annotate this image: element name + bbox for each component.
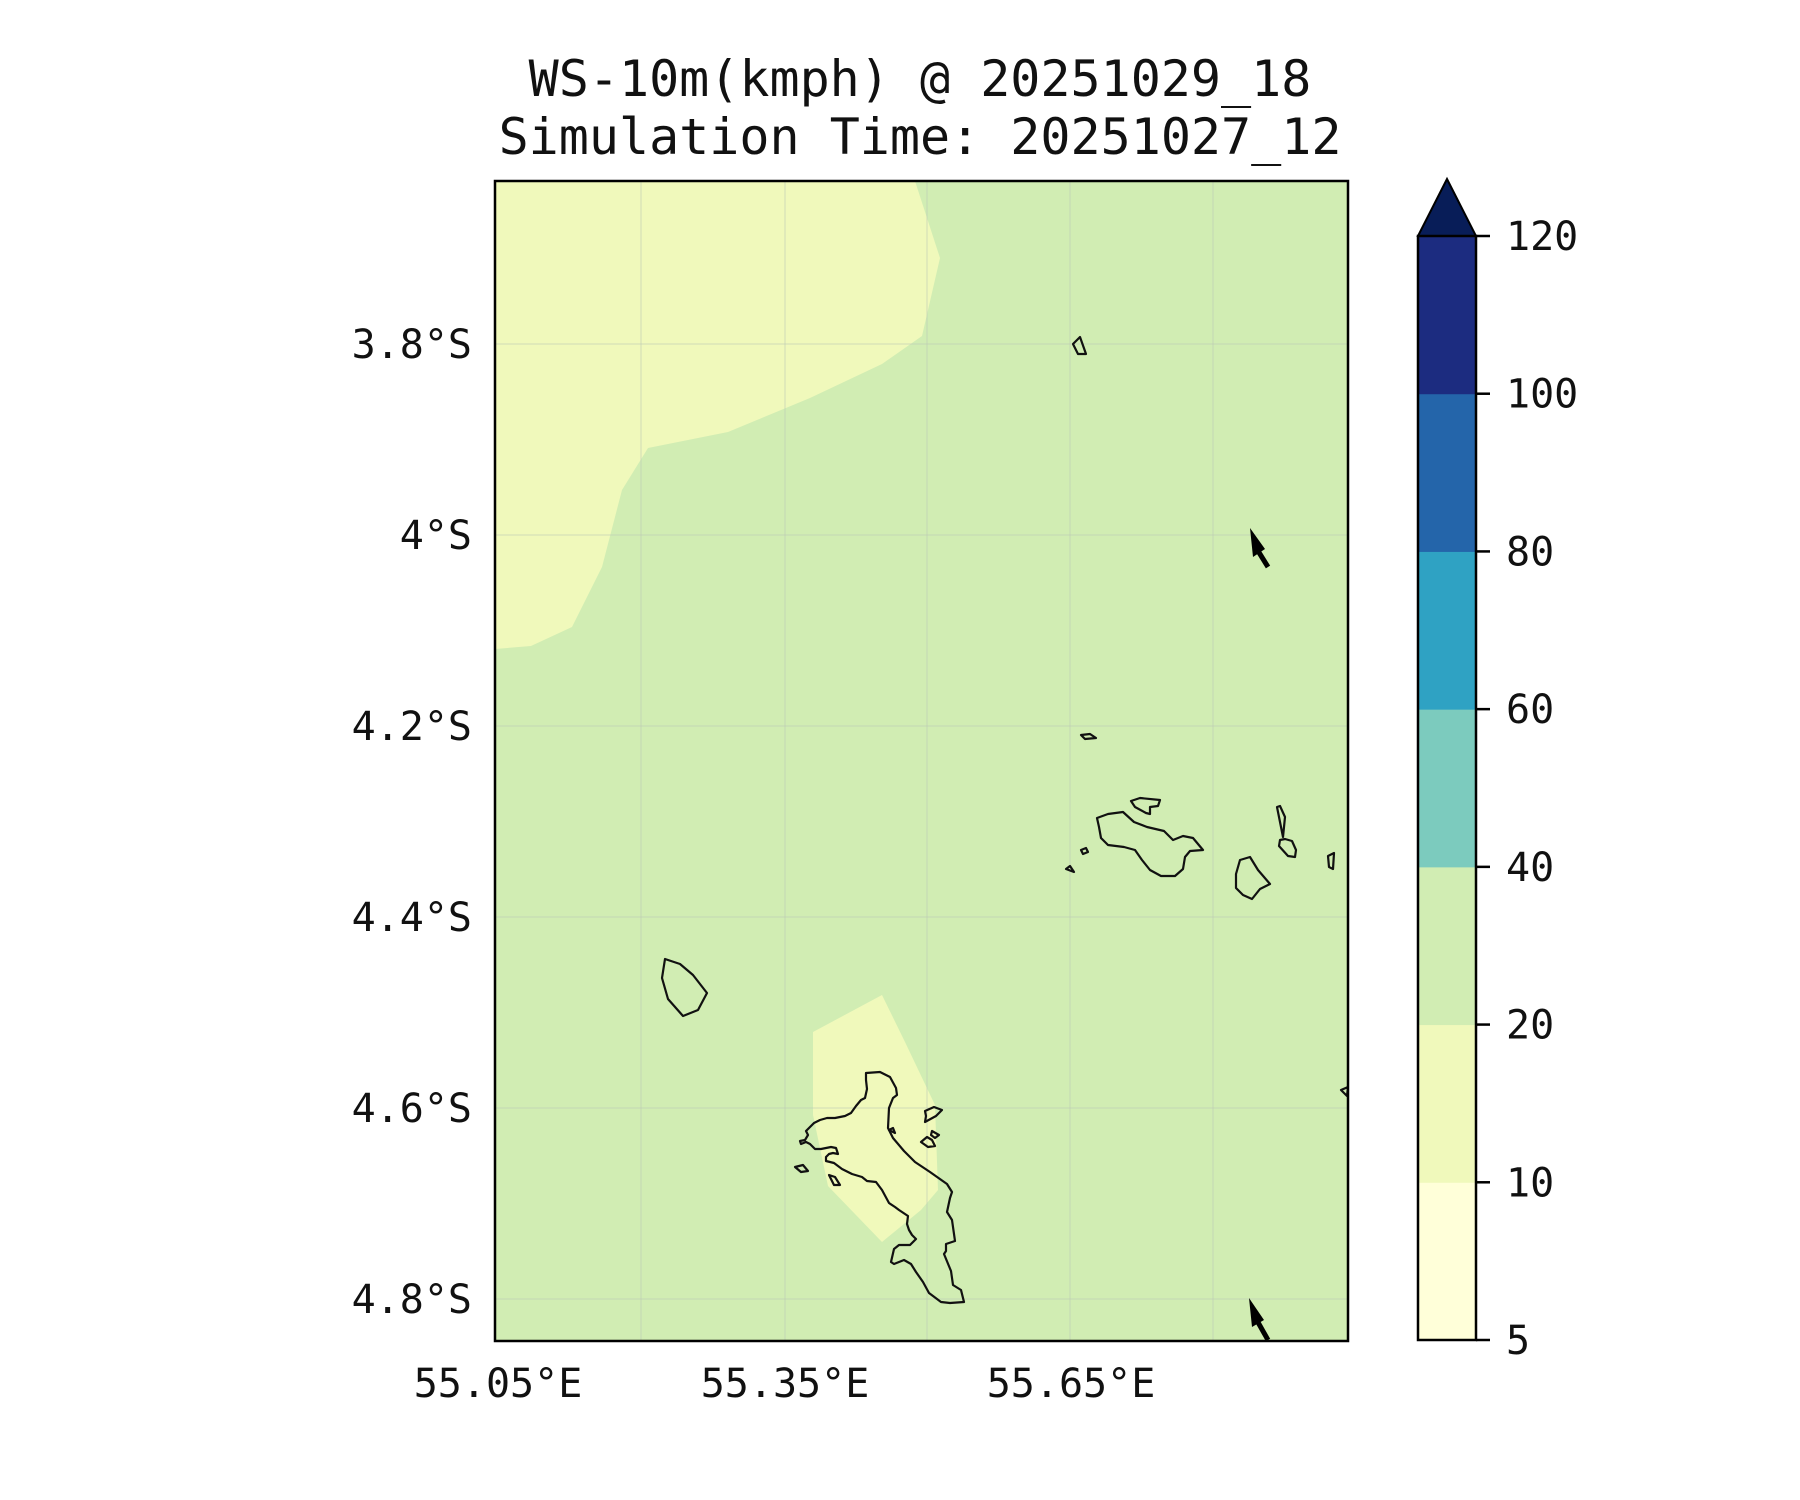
lat-label: 4°S [400, 513, 472, 559]
colorbar-segment [1418, 236, 1476, 395]
colorbar-tick-label: 80 [1506, 529, 1554, 575]
wind-arrow [1250, 528, 1271, 569]
wind-arrows [1249, 528, 1271, 1341]
map-title: WS-10m(kmph) @ 20251029_18 [529, 50, 1312, 108]
islet-small-d [1275, 804, 1287, 839]
colorbar-segment [1418, 866, 1476, 1026]
islet-mahe-f [827, 1173, 842, 1187]
colorbar-tick-label: 120 [1506, 214, 1578, 260]
colorbar-tick-label: 100 [1506, 372, 1578, 418]
colorbar-tick-label: 5 [1506, 1318, 1530, 1364]
coastlines [660, 335, 1348, 1305]
colorbar: 5 10 20 40 60 80 100 120 [1416, 176, 1578, 1364]
colorbar-frame [1416, 234, 1478, 1342]
colorbar-segment [1418, 551, 1476, 710]
islet-small-b [1079, 846, 1090, 856]
lat-label: 4.8°S [352, 1277, 472, 1323]
wind-field-10-20-north [495, 181, 940, 649]
islet-small-f [1326, 851, 1336, 871]
colorbar-tick-label: 60 [1506, 687, 1554, 733]
island-mahe [798, 1070, 966, 1305]
colorbar-tick-label: 40 [1506, 845, 1554, 891]
colorbar-tick-label: 10 [1506, 1160, 1554, 1206]
islet-mahe-c [929, 1129, 941, 1140]
island-la-digue [1234, 855, 1272, 901]
lat-label: 3.8°S [352, 322, 472, 368]
colorbar-segment [1418, 393, 1476, 552]
graticule [495, 181, 1348, 1341]
colorbar-segment [1418, 1024, 1476, 1183]
lat-label: 4.4°S [352, 895, 472, 941]
wind-arrow [1249, 1298, 1271, 1341]
lon-label: 55.35°E [701, 1361, 870, 1407]
islet-mahe-e [793, 1163, 810, 1174]
islet-mahe-a [887, 1126, 897, 1135]
island-praslin-north [1129, 796, 1162, 816]
island-praslin [1095, 810, 1205, 878]
map-subtitle: Simulation Time: 20251027_12 [499, 108, 1342, 166]
islet-small-e [1277, 837, 1298, 859]
wind-field-10-20-south [813, 995, 938, 1242]
lat-label: 4.2°S [352, 704, 472, 750]
islet-small-c [1064, 864, 1076, 874]
lon-label: 55.65°E [987, 1361, 1156, 1407]
colorbar-segment [1418, 709, 1476, 868]
colorbar-segment [1418, 1182, 1476, 1341]
islet-small-a [1079, 732, 1098, 741]
islet-mahe-b [923, 1105, 944, 1124]
islet-mahe-d [919, 1135, 937, 1149]
map-field [495, 181, 1348, 1341]
lat-label: 4.6°S [352, 1086, 472, 1132]
colorbar-extend-arrow [1416, 176, 1478, 237]
island-silhouette [660, 957, 709, 1018]
colorbar-tick-label: 20 [1506, 1003, 1554, 1049]
lon-label: 55.05°E [414, 1361, 583, 1407]
latitude-labels: 3.8°S 4°S 4.2°S 4.4°S 4.6°S 4.8°S [352, 322, 472, 1323]
longitude-labels: 55.05°E 55.35°E 55.65°E [414, 1361, 1156, 1407]
island-north [1071, 335, 1088, 356]
map-frame [493, 179, 1350, 1343]
